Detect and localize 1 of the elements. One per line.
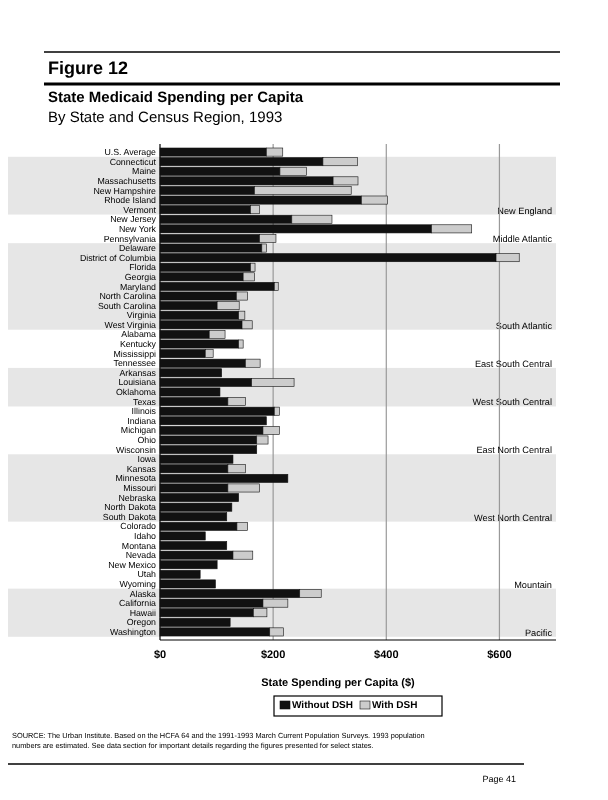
caption: Figure 12 xyxy=(48,58,129,78)
